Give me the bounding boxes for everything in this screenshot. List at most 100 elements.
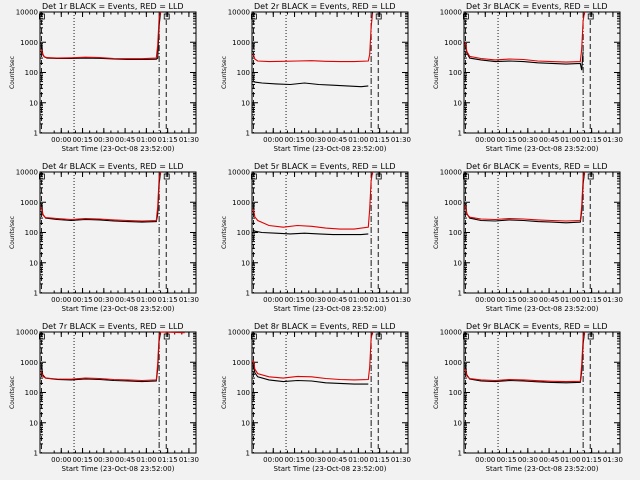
- y-tick-label: 10: [453, 99, 462, 107]
- marker-box: [251, 333, 257, 340]
- series-line-events: [40, 172, 162, 223]
- x-tick-label: 00:15: [496, 296, 516, 304]
- y-tick-label: 10000: [228, 169, 250, 177]
- x-tick-label: 01:15: [158, 296, 178, 304]
- chart-title: Det 8r BLACK = Events, RED = LLD: [254, 322, 396, 331]
- x-tick-label: 00:30: [518, 456, 538, 464]
- y-tick-label: 10: [29, 99, 38, 107]
- marker-box: [463, 333, 469, 340]
- x-tick-label: 01:30: [179, 456, 199, 464]
- series-line-lld: [252, 13, 374, 63]
- x-tick-label: 00:45: [115, 296, 135, 304]
- x-tick-label: 01:00: [136, 456, 156, 464]
- chart-title: Det 7r BLACK = Events, RED = LLD: [42, 322, 184, 331]
- series-line-lld: [40, 331, 185, 382]
- series-line-events: [253, 81, 369, 88]
- chart-panel: Det 4r BLACK = Events, RED = LLD 1 10 100 10…: [9, 162, 199, 313]
- plot-frame: [39, 11, 197, 134]
- x-tick-label: 01:00: [136, 136, 156, 144]
- marker-box: [587, 333, 594, 340]
- y-tick-label: 1000: [444, 359, 462, 367]
- x-tick-label: 01:00: [560, 296, 580, 304]
- plot-frame: [39, 171, 197, 294]
- y-axis-label: Counts/sec: [9, 376, 16, 409]
- x-tick-label: 00:15: [496, 136, 516, 144]
- x-tick-label: 01:00: [136, 296, 156, 304]
- y-tick-label: 1: [458, 450, 462, 458]
- x-tick-label: 00:00: [263, 136, 283, 144]
- y-tick-label: 100: [237, 229, 250, 237]
- y-tick-label: 100: [25, 229, 38, 237]
- x-tick-label: 00:30: [518, 296, 538, 304]
- y-tick-label: 10000: [16, 169, 38, 177]
- marker-box: [375, 13, 382, 20]
- marker-box: [587, 13, 594, 20]
- x-axis-label: Start Time (23-Oct-08 23:52:00): [274, 145, 387, 153]
- x-axis-label: Start Time (23-Oct-08 23:52:00): [274, 465, 387, 473]
- plot-frame: [463, 171, 621, 294]
- x-tick-label: 00:45: [327, 136, 347, 144]
- marker-box: [251, 13, 257, 20]
- x-tick-label: 01:30: [391, 136, 411, 144]
- x-tick-label: 00:00: [51, 456, 71, 464]
- marker-box: [587, 173, 594, 180]
- chart-panel: Det 3r BLACK = Events, RED = LLD 1 10 100 10…: [433, 2, 623, 153]
- x-tick-label: 00:00: [263, 456, 283, 464]
- plot-frame: [251, 171, 409, 294]
- y-tick-label: 1000: [444, 39, 462, 47]
- y-axis-label: Counts/sec: [221, 56, 228, 89]
- x-tick-label: 00:15: [284, 456, 304, 464]
- x-tick-label: 01:30: [391, 456, 411, 464]
- marker-box: [163, 13, 170, 20]
- x-tick-label: 01:30: [603, 136, 623, 144]
- y-tick-label: 100: [449, 229, 462, 237]
- x-tick-label: 00:00: [51, 296, 71, 304]
- series-line-events: [40, 12, 162, 61]
- x-tick-label: 00:15: [284, 136, 304, 144]
- chart-panel: Det 8r BLACK = Events, RED = LLD 1 10 100 10…: [221, 322, 411, 473]
- y-tick-label: 10: [241, 99, 250, 107]
- y-tick-label: 10000: [16, 9, 38, 17]
- chart-title: Det 2r BLACK = Events, RED = LLD: [254, 2, 396, 11]
- x-tick-label: 01:00: [348, 136, 368, 144]
- x-axis-label: Start Time (23-Oct-08 23:52:00): [486, 305, 599, 313]
- plot-frame: [251, 331, 409, 454]
- y-tick-label: 1000: [232, 39, 250, 47]
- y-tick-label: 1000: [20, 359, 38, 367]
- y-tick-label: 100: [237, 69, 250, 77]
- x-axis-label: Start Time (23-Oct-08 23:52:00): [62, 145, 175, 153]
- x-tick-label: 00:15: [72, 136, 92, 144]
- chart-title: Det 3r BLACK = Events, RED = LLD: [466, 2, 608, 11]
- series-line-lld: [40, 171, 162, 222]
- x-tick-label: 00:30: [306, 296, 326, 304]
- x-tick-label: 01:15: [582, 456, 602, 464]
- y-tick-label: 100: [237, 389, 250, 397]
- x-tick-label: 00:00: [475, 296, 495, 304]
- x-tick-label: 01:15: [158, 456, 178, 464]
- chart-title: Det 9r BLACK = Events, RED = LLD: [466, 322, 608, 331]
- x-tick-label: 00:30: [306, 136, 326, 144]
- y-axis-label: Counts/sec: [433, 216, 440, 249]
- y-tick-label: 1: [246, 290, 250, 298]
- x-tick-label: 01:15: [370, 136, 390, 144]
- x-tick-label: 01:15: [158, 136, 178, 144]
- y-axis-label: Counts/sec: [433, 56, 440, 89]
- x-tick-label: 01:15: [582, 296, 602, 304]
- y-tick-label: 10000: [440, 329, 462, 337]
- y-tick-label: 10000: [440, 169, 462, 177]
- y-tick-label: 1: [246, 450, 250, 458]
- y-tick-label: 10: [453, 259, 462, 267]
- y-tick-label: 1: [246, 130, 250, 138]
- x-tick-label: 00:45: [539, 136, 559, 144]
- chart-panel: Det 5r BLACK = Events, RED = LLD 1 10 100 10…: [221, 162, 411, 313]
- y-axis-label: Counts/sec: [9, 216, 16, 249]
- x-tick-label: 00:00: [475, 456, 495, 464]
- x-axis-label: Start Time (23-Oct-08 23:52:00): [274, 305, 387, 313]
- marker-box: [375, 173, 382, 180]
- plot-frame: [463, 331, 621, 454]
- series-line-lld: [464, 171, 586, 222]
- x-axis-label: Start Time (23-Oct-08 23:52:00): [62, 305, 175, 313]
- series-line-lld: [40, 11, 162, 60]
- y-tick-label: 100: [449, 69, 462, 77]
